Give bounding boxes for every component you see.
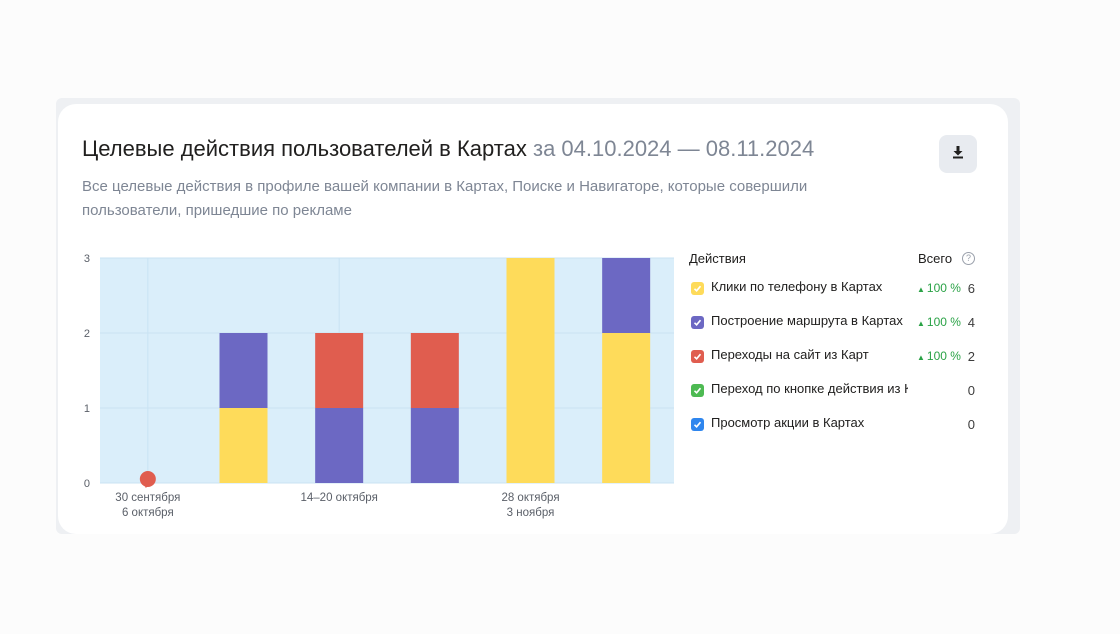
- legend-item-delta: ▲ 100 %: [917, 281, 961, 295]
- legend-item-delta: ▲ 100 %: [917, 315, 961, 329]
- checkbox-icon[interactable]: [691, 350, 704, 363]
- y-tick-label: 2: [84, 328, 90, 340]
- legend-header: Действия Всего ?: [689, 247, 979, 277]
- increase-arrow-icon: ▲: [917, 285, 925, 294]
- chart: 0 1 2 3 30 сентября 6 октября 14–20 октября 28 …: [84, 253, 674, 519]
- y-tick-label: 0: [84, 478, 90, 490]
- plot-area: [100, 258, 674, 483]
- legend-rows: Клики по телефону в Картах ▲ 100 % 6 Построе…: [689, 277, 979, 447]
- checkbox-icon[interactable]: [691, 316, 704, 329]
- bar-segment: [602, 258, 651, 333]
- legend-item-total: 2: [967, 349, 975, 364]
- report-subtitle: Все целевые действия в профиле вашей ком…: [82, 178, 808, 219]
- legend-item-total: 6: [967, 281, 975, 296]
- legend-item-label: Переходы на сайт из Карт: [711, 347, 869, 362]
- legend-col-total: Всего: [918, 251, 953, 266]
- legend-item[interactable]: Построение маршрута в Картах ▲ 100 % 4: [689, 311, 979, 345]
- legend-col-actions: Действия: [689, 251, 746, 266]
- y-tick-label: 3: [84, 253, 90, 265]
- y-tick-label: 1: [84, 403, 90, 415]
- legend: Действия Всего ? Клики по телефону в Кар…: [689, 247, 979, 447]
- period-text: за 04.10.2024 — 08.11.2024: [532, 136, 815, 161]
- bar-segment: [219, 333, 268, 408]
- legend-item-total: 4: [967, 315, 975, 330]
- checkbox-icon[interactable]: [691, 418, 704, 431]
- checkbox-icon[interactable]: [691, 282, 704, 295]
- bar-segment: [410, 408, 459, 483]
- legend-item-label: Построение маршрута в Картах: [711, 313, 903, 328]
- legend-item[interactable]: Просмотр акции в Картах 0: [689, 413, 979, 447]
- download-icon: [951, 145, 965, 164]
- report-card: Целевые действия пользователей в Картах …: [58, 104, 1008, 534]
- legend-item[interactable]: Клики по телефону в Картах ▲ 100 % 6: [689, 277, 979, 311]
- legend-item-delta-value: 100 %: [926, 349, 961, 363]
- bar-segment: [315, 333, 364, 408]
- bar-segment: [410, 333, 459, 408]
- increase-arrow-icon: ▲: [917, 319, 925, 328]
- legend-item-label: Переход по кнопке действия из Карт: [711, 381, 908, 396]
- legend-item-total: 0: [967, 383, 975, 398]
- report-title: Целевые действия пользователей в Картах …: [82, 136, 814, 162]
- checkbox-icon[interactable]: [691, 384, 704, 397]
- title-text: Целевые действия пользователей в Картах: [82, 136, 527, 161]
- legend-item-total: 0: [967, 417, 975, 432]
- x-tick-label: 6 октября: [122, 507, 174, 519]
- bar-segment: [602, 333, 651, 483]
- legend-item[interactable]: Переход по кнопке действия из Карт 0: [689, 379, 979, 413]
- legend-item-label: Просмотр акции в Картах: [711, 415, 865, 430]
- x-tick-label: 3 ноября: [507, 507, 555, 519]
- increase-arrow-icon: ▲: [917, 353, 925, 362]
- x-tick-label: 28 октября: [501, 492, 559, 504]
- legend-item-delta: ▲ 100 %: [917, 349, 961, 363]
- bar-segment: [315, 408, 364, 483]
- x-tick-label: 14–20 октября: [301, 492, 378, 504]
- help-icon[interactable]: ?: [962, 252, 975, 265]
- event-marker: [139, 471, 156, 487]
- x-tick-label: 30 сентября: [115, 492, 180, 504]
- bar-segment: [219, 408, 268, 483]
- download-button[interactable]: [939, 135, 977, 173]
- legend-item[interactable]: Переходы на сайт из Карт ▲ 100 % 2: [689, 345, 979, 379]
- legend-item-delta-value: 100 %: [926, 281, 961, 295]
- legend-item-delta-value: 100 %: [926, 315, 961, 329]
- legend-item-label: Клики по телефону в Картах: [711, 279, 883, 294]
- bar-segment: [506, 258, 555, 483]
